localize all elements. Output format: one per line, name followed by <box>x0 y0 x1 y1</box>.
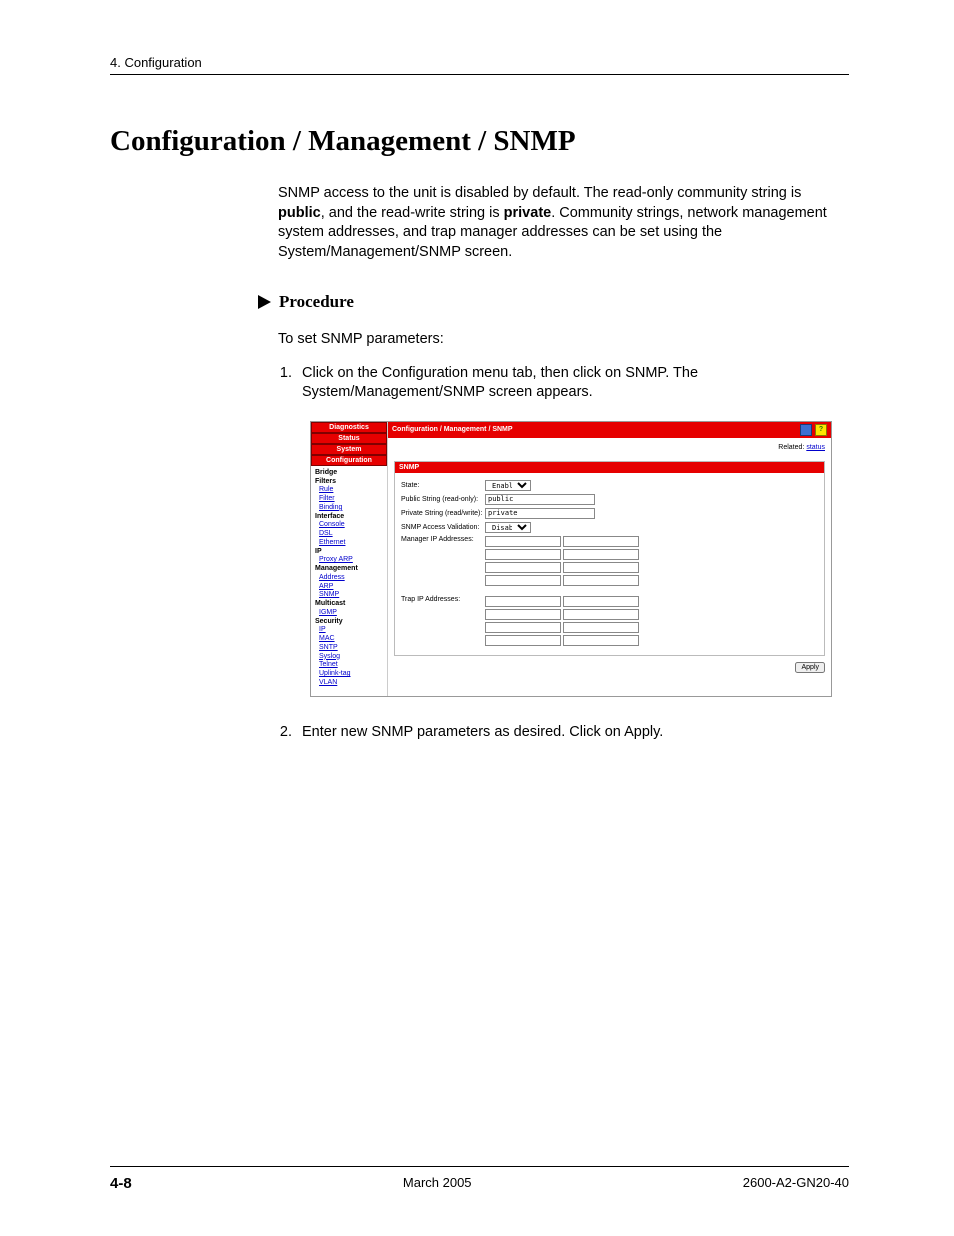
manager-ip-input[interactable] <box>563 536 639 547</box>
nav-link[interactable]: Ethernet <box>315 539 384 548</box>
trap-ip-input[interactable] <box>485 635 561 646</box>
procedure-intro-text: To set SNMP parameters: <box>278 330 849 350</box>
nav-link[interactable]: IGMP <box>315 609 384 618</box>
procedure-intro: To set SNMP parameters: <box>278 330 849 350</box>
private-string-input[interactable] <box>485 508 595 519</box>
embedded-screenshot: DiagnosticsStatusSystemConfiguration Bri… <box>310 421 832 697</box>
manager-ip-input[interactable] <box>485 562 561 573</box>
intro-bold-private: private <box>504 205 552 221</box>
related-label: Related: <box>778 444 804 451</box>
header-rule <box>110 74 849 75</box>
intro-text: , and the read-write string is <box>321 205 504 221</box>
access-validation-select[interactable]: Disabled <box>485 522 531 533</box>
page-footer: 4-8 March 2005 2600-A2-GN20-40 <box>110 1166 849 1192</box>
page-number: 4-8 <box>110 1175 132 1192</box>
related-status-link[interactable]: status <box>806 444 825 451</box>
manager-ip-label: Manager IP Addresses: <box>401 536 485 543</box>
public-string-label: Public String (read-only): <box>401 496 485 503</box>
running-head: 4. Configuration <box>110 55 849 70</box>
snmp-panel: SNMP State: Enabled Public String (read-… <box>394 461 825 656</box>
nav-group-head: Bridge <box>315 469 384 478</box>
panel-header: SNMP <box>395 462 824 473</box>
trap-ip-input[interactable] <box>485 596 561 607</box>
screenshot-main: Configuration / Management / SNMP ? Rela… <box>388 422 831 696</box>
nav-link[interactable]: DSL <box>315 530 384 539</box>
manager-ip-input[interactable] <box>563 562 639 573</box>
procedure-steps: Click on the Configuration menu tab, the… <box>296 364 849 403</box>
breadcrumb-text: Configuration / Management / SNMP <box>392 426 513 433</box>
nav-link[interactable]: Syslog <box>315 653 384 662</box>
state-label: State: <box>401 482 485 489</box>
intro-bold-public: public <box>278 205 321 221</box>
access-validation-label: SNMP Access Validation: <box>401 524 485 531</box>
nav-group-head: Interface <box>315 513 384 522</box>
manager-ip-input[interactable] <box>485 549 561 560</box>
trap-ip-input[interactable] <box>485 609 561 620</box>
apply-button[interactable]: Apply <box>795 662 825 673</box>
step-2: Enter new SNMP parameters as desired. Cl… <box>296 723 849 743</box>
intro-text: SNMP access to the unit is disabled by d… <box>278 185 801 201</box>
window-icon[interactable] <box>800 424 812 436</box>
nav-link[interactable]: Filter <box>315 495 384 504</box>
nav-link[interactable]: Telnet <box>315 661 384 670</box>
nav-group-head: Security <box>315 618 384 627</box>
nav-link[interactable]: VLAN <box>315 679 384 688</box>
manager-ip-input[interactable] <box>563 575 639 586</box>
nav-link[interactable]: Rule <box>315 486 384 495</box>
nav-tab[interactable]: Configuration <box>311 455 387 466</box>
nav-tab[interactable]: System <box>311 444 387 455</box>
triangle-icon <box>258 295 271 309</box>
nav-link[interactable]: SNTP <box>315 644 384 653</box>
public-string-input[interactable] <box>485 494 595 505</box>
nav-link[interactable]: Console <box>315 521 384 530</box>
manager-ip-input[interactable] <box>485 536 561 547</box>
procedure-steps-cont: Enter new SNMP parameters as desired. Cl… <box>296 723 849 743</box>
nav-link[interactable]: MAC <box>315 635 384 644</box>
nav-link[interactable]: Proxy ARP <box>315 556 384 565</box>
procedure-label: Procedure <box>279 292 354 312</box>
nav-tab[interactable]: Diagnostics <box>311 422 387 433</box>
footer-docid: 2600-A2-GN20-40 <box>743 1175 849 1192</box>
nav-group-head: Filters <box>315 478 384 487</box>
trap-ip-label: Trap IP Addresses: <box>401 596 485 603</box>
trap-ip-input[interactable] <box>563 622 639 633</box>
trap-ip-input[interactable] <box>563 596 639 607</box>
manager-ip-input[interactable] <box>563 549 639 560</box>
nav-link[interactable]: IP <box>315 626 384 635</box>
trap-ip-input[interactable] <box>485 622 561 633</box>
nav-link[interactable]: Binding <box>315 504 384 513</box>
nav-group-head: Multicast <box>315 600 384 609</box>
trap-ip-input[interactable] <box>563 635 639 646</box>
related-links: Related: status <box>388 438 831 461</box>
nav-link[interactable]: ARP <box>315 583 384 592</box>
trap-ip-input[interactable] <box>563 609 639 620</box>
nav-group-head: IP <box>315 548 384 557</box>
footer-date: March 2005 <box>403 1175 472 1192</box>
nav-link[interactable]: Uplink-tag <box>315 670 384 679</box>
private-string-label: Private String (read/write): <box>401 510 485 517</box>
nav-link[interactable]: SNMP <box>315 591 384 600</box>
nav-link[interactable]: Address <box>315 574 384 583</box>
page-title: Configuration / Management / SNMP <box>110 125 849 158</box>
screenshot-nav: DiagnosticsStatusSystemConfiguration Bri… <box>311 422 388 696</box>
procedure-heading: Procedure <box>258 292 849 312</box>
nav-group-head: Management <box>315 565 384 574</box>
state-select[interactable]: Enabled <box>485 480 531 491</box>
help-icon[interactable]: ? <box>815 424 827 436</box>
intro-paragraph: SNMP access to the unit is disabled by d… <box>278 184 849 262</box>
screenshot-breadcrumb: Configuration / Management / SNMP ? <box>388 422 831 438</box>
step-1: Click on the Configuration menu tab, the… <box>296 364 849 403</box>
nav-tab[interactable]: Status <box>311 433 387 444</box>
manager-ip-input[interactable] <box>485 575 561 586</box>
